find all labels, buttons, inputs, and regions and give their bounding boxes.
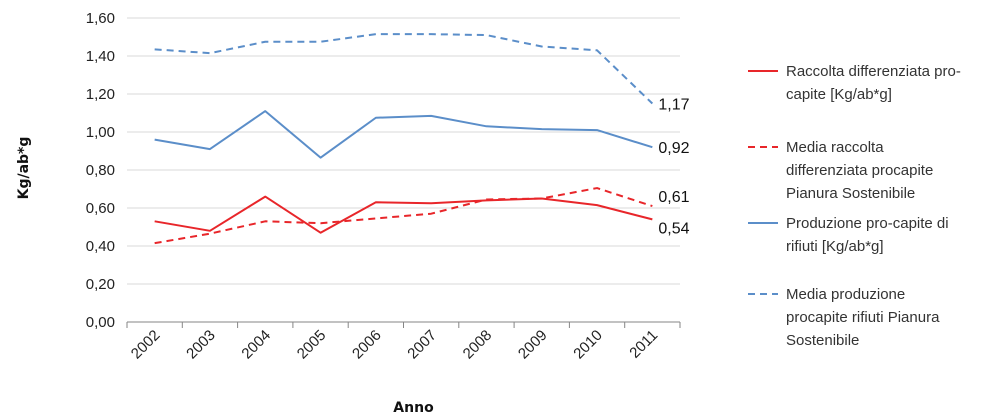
axes	[126, 321, 681, 328]
legend-entry-text: Media produzione	[786, 286, 905, 303]
x-tick-label: 2009	[515, 327, 551, 363]
legend-entry-text: Sostenibile	[786, 332, 859, 349]
x-axis-title: Anno	[393, 400, 434, 416]
y-tick-label: 1,60	[86, 10, 115, 27]
series-line-4	[154, 33, 654, 105]
x-tick-label: 2005	[294, 327, 330, 363]
end-data-label: 1,17	[658, 97, 689, 114]
legend-entry-text: procapite rifiuti Pianura	[786, 309, 940, 326]
legend-entry-text: capite [Kg/ab*g]	[786, 86, 892, 103]
x-tick-label: 2004	[238, 327, 274, 363]
y-tick-label: 0,00	[86, 314, 115, 331]
legend-entry-text: Media raccolta	[786, 139, 884, 156]
gridlines	[127, 17, 680, 285]
end-data-label: 0,92	[658, 140, 689, 157]
legend-entry-text: rifiuti [Kg/ab*g]	[786, 238, 884, 255]
y-tick-label: 1,40	[86, 48, 115, 65]
legend: Raccolta differenziata pro-capite [Kg/ab…	[748, 63, 961, 349]
y-tick-label: 1,00	[86, 124, 115, 141]
y-tick-label: 0,60	[86, 200, 115, 217]
end-data-label: 0,61	[658, 189, 689, 206]
legend-entry-text: Produzione pro-capite di	[786, 215, 949, 232]
end-labels: 0,54 0,61 0,92 1,17	[658, 97, 689, 238]
y-tick-label: 1,20	[86, 86, 115, 103]
x-tick-label: 2003	[183, 327, 219, 363]
y-tick-labels: 0,00 0,20 0,40 0,60 0,80 1,00 1,20 1,40 1,60	[86, 10, 115, 331]
series-lines	[154, 33, 654, 245]
legend-entry-text: differenziata procapite	[786, 162, 933, 179]
x-tick-label: 2010	[570, 327, 606, 363]
y-axis-title: Kg/ab*g	[16, 137, 32, 200]
series-line-3	[154, 110, 653, 159]
x-tick-label: 2007	[404, 327, 440, 363]
x-tick-labels: 2002 2003 2004 2005 2006 2007 2008 2009 2010 2011	[128, 327, 661, 363]
x-tick-label: 2008	[460, 327, 496, 363]
legend-entry-text: Raccolta differenziata pro-	[786, 63, 961, 80]
legend-entry-text: Pianura Sostenibile	[786, 185, 915, 202]
y-tick-label: 0,40	[86, 238, 115, 255]
series-line-1	[154, 195, 653, 234]
x-tick-label: 2002	[128, 327, 164, 363]
y-tick-label: 0,20	[86, 276, 115, 293]
series-line-2	[154, 187, 653, 245]
x-tick-label: 2011	[626, 327, 661, 362]
x-tick-label: 2006	[349, 327, 385, 363]
end-data-label: 0,54	[658, 220, 689, 237]
y-tick-label: 0,80	[86, 162, 115, 179]
